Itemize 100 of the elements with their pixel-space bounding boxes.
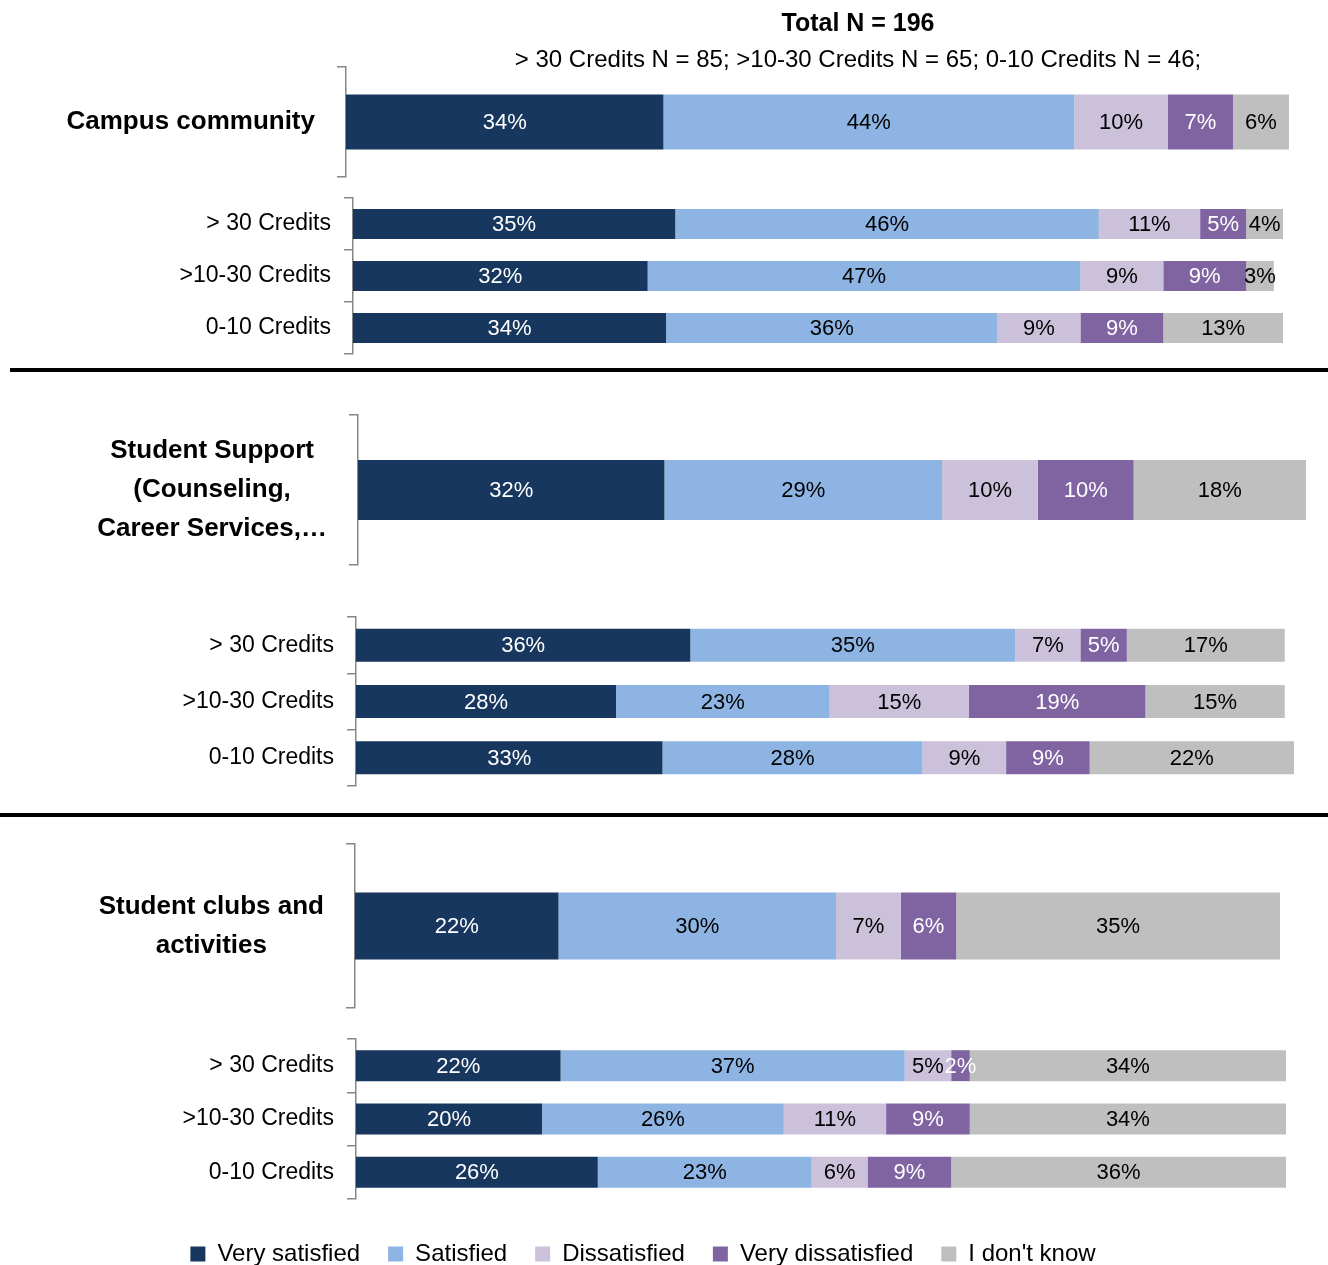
bar xyxy=(662,741,923,775)
data-label: 11% xyxy=(813,1106,857,1132)
bar xyxy=(542,1103,784,1135)
data-label: 34% xyxy=(1105,1052,1150,1078)
data-label: 32% xyxy=(489,477,534,503)
data-label: 9% xyxy=(893,1159,926,1185)
bar xyxy=(558,892,836,960)
data-label: 22% xyxy=(1169,744,1214,770)
data-label: 37% xyxy=(710,1052,755,1078)
bar xyxy=(675,209,1099,239)
bar xyxy=(836,892,901,960)
y-tick-label: Student clubs and activities xyxy=(98,889,324,959)
y-tick-label: > 30 Credits xyxy=(209,1051,334,1078)
y-tick-label: 0-10 Credits xyxy=(208,1157,334,1184)
y-tick-label: > 30 Credits xyxy=(209,630,334,657)
legend-label: Dissatisfied xyxy=(562,1238,685,1265)
data-label: 6% xyxy=(912,913,945,939)
bar xyxy=(829,684,969,719)
data-label: 15% xyxy=(877,688,922,714)
data-label: 18% xyxy=(1197,477,1242,503)
bar xyxy=(353,313,667,343)
bar xyxy=(356,1050,561,1082)
y-tick-label: 0-10 Credits xyxy=(208,743,334,770)
data-label: 3% xyxy=(1244,263,1276,289)
legend-label: I don't know xyxy=(968,1238,1097,1265)
data-label: 20% xyxy=(426,1106,472,1132)
y-tick-label: >10-30 Credits xyxy=(182,686,334,713)
bar xyxy=(1167,94,1233,150)
bar xyxy=(358,460,665,520)
data-label: 36% xyxy=(1096,1159,1141,1185)
data-label: 7% xyxy=(1031,632,1064,658)
bar xyxy=(597,1156,812,1188)
data-label: 34% xyxy=(1105,1106,1150,1132)
bar xyxy=(560,1050,905,1082)
bar xyxy=(956,892,1280,960)
y-tick-label: >10-30 Credits xyxy=(179,261,331,288)
data-label: 33% xyxy=(487,744,532,770)
data-label: 34% xyxy=(482,109,527,135)
data-label: 22% xyxy=(434,913,479,939)
bar xyxy=(663,94,1075,150)
bar xyxy=(356,1103,542,1135)
data-label: 10% xyxy=(1063,477,1108,503)
data-label: 46% xyxy=(865,211,910,237)
data-label: 9% xyxy=(1105,263,1138,289)
bar xyxy=(356,741,663,775)
bar xyxy=(951,1156,1286,1188)
data-label: 9% xyxy=(1105,315,1138,341)
data-label: 4% xyxy=(1248,211,1281,237)
bar xyxy=(356,684,617,719)
data-label: 44% xyxy=(846,109,891,135)
bar xyxy=(616,684,830,719)
data-label: 32% xyxy=(478,263,523,289)
legend-label: Satisfied xyxy=(415,1238,508,1265)
chart-title: Total N = 196 xyxy=(781,7,935,37)
bar xyxy=(355,892,559,960)
data-label: 17% xyxy=(1183,632,1228,658)
bar xyxy=(647,261,1081,291)
bar xyxy=(690,628,1016,662)
bar xyxy=(1126,628,1285,662)
y-tick-label: 0-10 Credits xyxy=(205,313,331,340)
data-label: 6% xyxy=(1245,109,1277,135)
bar xyxy=(353,261,648,291)
bar xyxy=(356,628,691,662)
bar xyxy=(356,1156,598,1188)
y-tick-label: Campus community xyxy=(66,105,316,136)
data-label: 9% xyxy=(912,1106,944,1132)
bar xyxy=(969,1103,1286,1135)
bar xyxy=(900,892,957,960)
data-label: 7% xyxy=(852,913,885,939)
data-label: 23% xyxy=(700,688,745,714)
data-label: 9% xyxy=(1188,263,1221,289)
data-label: 5% xyxy=(912,1052,944,1078)
bar xyxy=(666,313,998,343)
data-label: 29% xyxy=(781,477,826,503)
bar xyxy=(1133,460,1306,520)
data-label: 23% xyxy=(682,1159,727,1185)
y-tick-label: > 30 Credits xyxy=(206,209,331,236)
bar xyxy=(968,684,1146,719)
bar xyxy=(1163,313,1283,343)
data-label: 15% xyxy=(1193,688,1238,714)
data-label: 5% xyxy=(1207,211,1240,237)
data-label: 10% xyxy=(967,477,1013,503)
bar xyxy=(1074,94,1168,150)
bar xyxy=(346,94,664,150)
bar xyxy=(1037,460,1134,520)
bar xyxy=(1232,94,1289,150)
bar xyxy=(1098,209,1201,239)
bar xyxy=(1089,741,1294,775)
data-label: 22% xyxy=(436,1052,481,1078)
data-label: 26% xyxy=(640,1106,685,1132)
bar xyxy=(942,460,1038,520)
y-tick-label: Student Support (Counseling, Career Services,… xyxy=(97,434,327,543)
data-label: 5% xyxy=(1087,632,1120,658)
data-label: 9% xyxy=(1031,744,1064,770)
data-label: 30% xyxy=(675,913,720,939)
data-label: 26% xyxy=(454,1159,499,1185)
data-label: 13% xyxy=(1201,315,1246,341)
data-label: 35% xyxy=(830,632,875,658)
bar xyxy=(664,460,943,520)
data-label: 6% xyxy=(823,1159,856,1185)
